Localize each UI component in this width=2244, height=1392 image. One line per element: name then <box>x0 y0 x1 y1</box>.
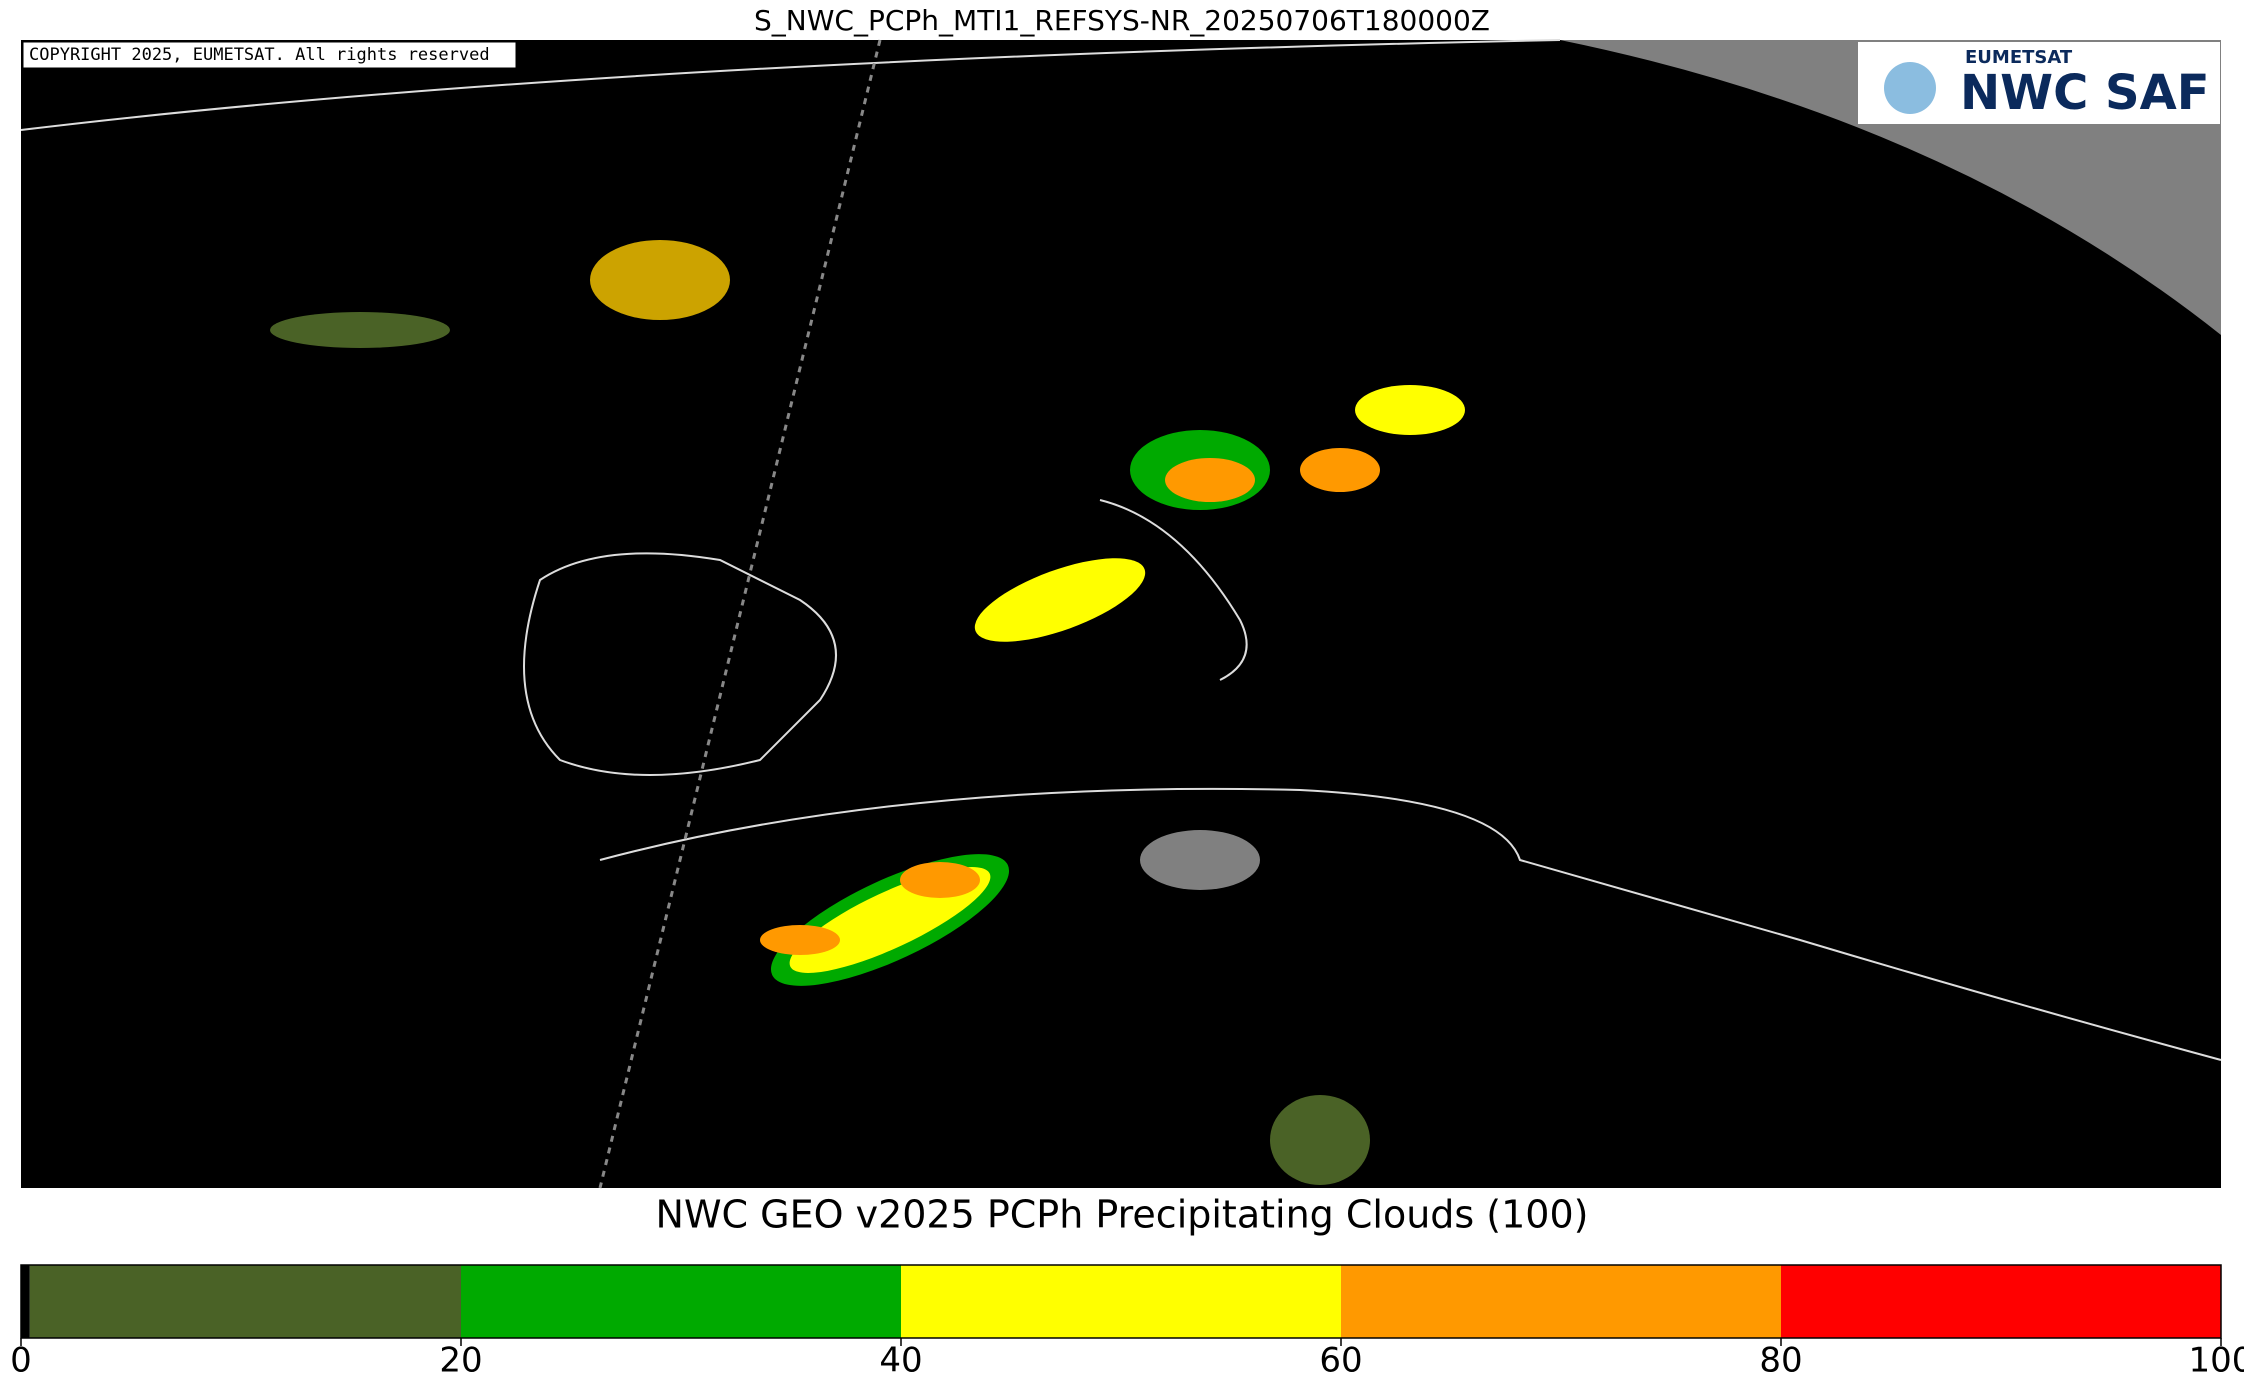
logo-org: EUMETSAT <box>1965 47 2073 68</box>
dashed-line <box>598 39 882 1189</box>
map-background <box>21 40 2221 1188</box>
precip-area <box>590 240 730 320</box>
colorbar-segment <box>461 1265 901 1338</box>
cloud-area <box>1140 830 1260 890</box>
logo-product: NWC SAF <box>1960 65 2210 121</box>
map-title: S_NWC_PCPh_MTI1_REFSYS-NR_20250706T18000… <box>754 4 1490 37</box>
colorbar: 0 20 40 60 80 100 <box>10 1264 2244 1381</box>
colorbar-segment <box>901 1265 1341 1338</box>
colorbar-segment <box>1781 1265 2221 1338</box>
colorbar-tick-label: 40 <box>879 1341 922 1381</box>
precip-area <box>900 862 980 898</box>
precip-area <box>760 925 840 955</box>
precip-area <box>1355 385 1465 435</box>
iberia-outline <box>523 552 837 776</box>
colorbar-tick-label: 60 <box>1319 1341 1362 1381</box>
precip-area <box>974 558 1146 642</box>
coastline <box>20 39 1561 131</box>
logo-icon <box>1884 62 1936 114</box>
colorbar-tick-label: 20 <box>439 1341 482 1381</box>
copyright-box <box>22 41 517 69</box>
colorbar-tick-label: 100 <box>2189 1341 2244 1381</box>
colorbar-tick-label: 80 <box>1759 1341 1802 1381</box>
colorbar-segment <box>1341 1265 1781 1338</box>
precip-area <box>270 312 450 348</box>
africa-coast <box>599 787 2222 1061</box>
precip-area <box>1165 458 1255 502</box>
colorbar-tick-label: 0 <box>10 1341 32 1381</box>
colorbar-segment <box>21 1265 30 1338</box>
colorbar-frame <box>20 1264 2222 1339</box>
precip-area <box>1300 448 1380 492</box>
precip-area <box>1270 1095 1370 1185</box>
copyright: COPYRIGHT 2025, EUMETSAT. All rights res… <box>29 45 490 65</box>
map <box>20 39 2222 1189</box>
italy-outline <box>1099 499 1248 681</box>
colorbar-segment <box>29 1265 462 1338</box>
colorbar-title: NWC GEO v2025 PCPh Precipitating Clouds … <box>656 1193 1589 1237</box>
